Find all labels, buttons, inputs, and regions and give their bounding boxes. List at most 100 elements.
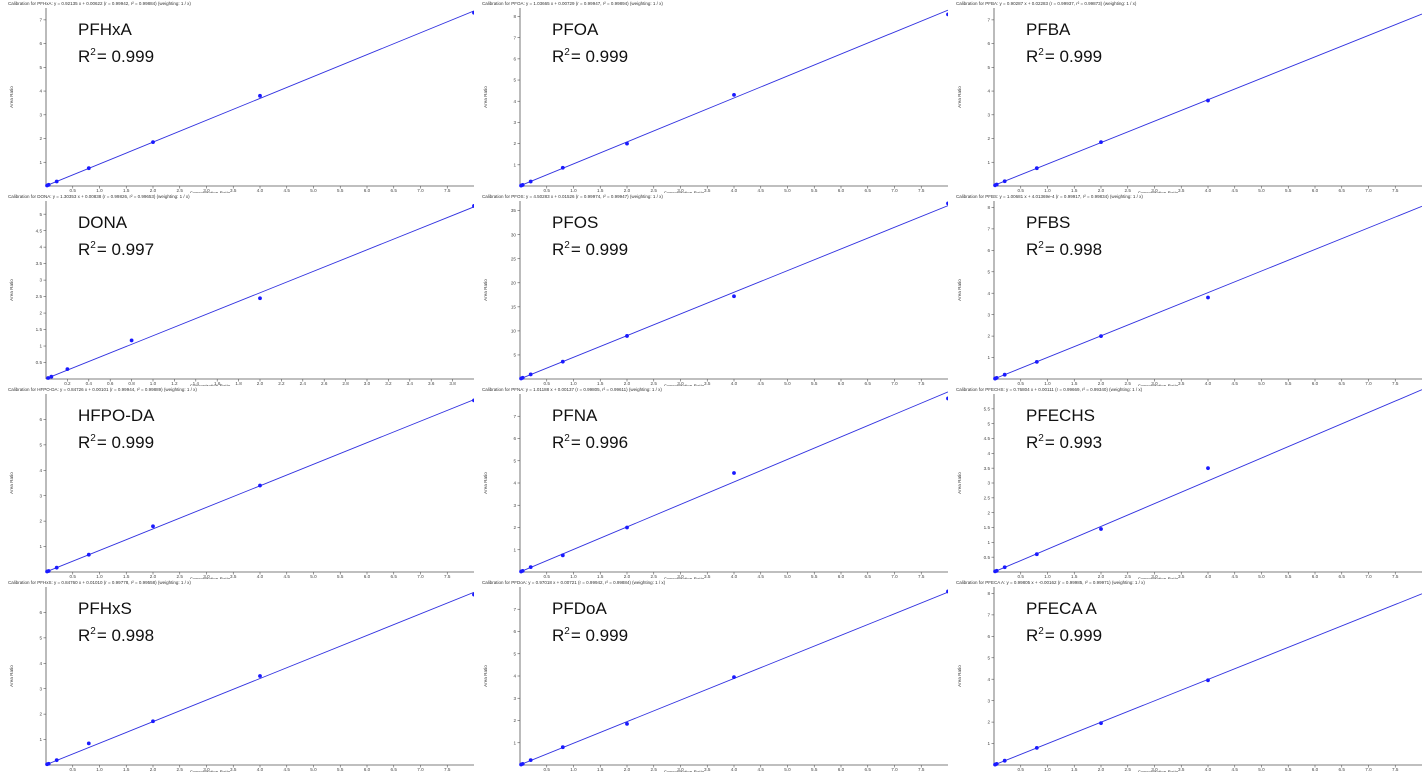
x-tick-label: 4.0 [1205, 767, 1212, 772]
regression-line [45, 10, 474, 187]
data-point [528, 565, 533, 570]
x-tick-label: 3.0 [677, 574, 684, 579]
y-tick-label: 4 [513, 99, 516, 104]
data-point [86, 166, 91, 171]
y-tick-label: 3 [987, 481, 990, 486]
x-tick-label: 6.0 [1312, 188, 1319, 193]
x-tick-label: 4.0 [1205, 574, 1212, 579]
x-tick-label: 6.5 [865, 188, 872, 193]
r-squared-annotation: R2= 0.999 [552, 240, 628, 260]
x-tick-label: 5.5 [1285, 188, 1292, 193]
data-point [1034, 359, 1039, 364]
y-tick-label: 4 [39, 468, 42, 473]
y-tick-label: 0.5 [36, 360, 43, 365]
x-tick-label: 6.5 [391, 188, 398, 193]
regression-line [45, 206, 474, 380]
y-tick-label: 3 [513, 120, 516, 125]
r-exponent: 2 [90, 47, 96, 58]
x-tick-label: 7.0 [1365, 381, 1372, 386]
x-tick-label: 4.5 [284, 188, 291, 193]
y-tick-label: 3 [39, 493, 42, 498]
x-axis-label: Concentration Ratio [664, 384, 705, 387]
data-point [1002, 179, 1007, 184]
x-tick-label: 7.5 [1392, 574, 1399, 579]
x-tick-label: 2.0 [1098, 381, 1105, 386]
calibration-chart: 0.5 1.0 1.5 2.0 2.5 3.0 3.5 4.0 4.5 5.0 5.5 6.0 6.5 7… [957, 201, 1422, 386]
data-point [528, 372, 533, 377]
x-tick-label: 1.0 [96, 767, 103, 772]
data-point [54, 758, 59, 763]
r-label: R [552, 433, 565, 452]
x-tick-label: 2.5 [651, 381, 658, 386]
calibration-panel: 0.5 1.0 1.5 2.0 2.5 3.0 3.5 4.0 4.5 5.0 5.5 6.0 6.5 7… [948, 579, 1422, 772]
r-exponent: 2 [564, 626, 570, 637]
x-tick-label: 6.5 [391, 574, 398, 579]
y-axis-label: Area Ratio [957, 86, 962, 108]
x-tick-label: 2.0 [1098, 767, 1105, 772]
x-tick-label: 6.0 [364, 188, 371, 193]
x-tick-label: 4.0 [257, 574, 264, 579]
x-tick-label: 2.5 [651, 188, 658, 193]
y-tick-label: 5 [39, 635, 42, 640]
x-tick-label: 7.5 [444, 767, 451, 772]
x-tick-label: 1.5 [123, 188, 130, 193]
x-tick-label: 3.5 [1178, 767, 1185, 772]
x-tick-label: 1.0 [1044, 574, 1051, 579]
x-tick-label: 2.0 [624, 188, 631, 193]
data-point [625, 334, 629, 338]
calibration-panel: 0.5 1.0 1.5 2.0 2.5 3.0 3.5 4.0 4.5 5.0 5.5 6.0 6.5 7… [0, 579, 474, 772]
y-tick-label: 3 [987, 698, 990, 703]
y-tick-label: 25 [511, 256, 517, 261]
calibration-equation: Calibration for PFECHS: y = 0.76804 x + … [956, 387, 1143, 392]
x-tick-label: 6.0 [364, 574, 371, 579]
x-tick-label: 4.0 [257, 188, 264, 193]
x-tick-label: 5.5 [337, 188, 344, 193]
r-squared-annotation: R2= 0.993 [1026, 433, 1102, 453]
x-tick-label: 5.5 [337, 574, 344, 579]
x-tick-label: 2.0 [1098, 188, 1105, 193]
calibration-panel: 0.5 1.0 1.5 2.0 2.5 3.0 3.5 4.0 4.5 5.0 5.5 6.0 6.5 7… [474, 386, 948, 579]
data-point [994, 568, 999, 573]
data-point [1002, 565, 1007, 570]
x-tick-label: 6.0 [1312, 767, 1319, 772]
x-tick-label: 5.0 [310, 188, 317, 193]
y-tick-label: 4 [513, 481, 516, 486]
y-tick-label: 5 [513, 353, 516, 358]
data-point [732, 675, 736, 680]
x-tick-label: 1.0 [570, 381, 577, 386]
x-tick-label: 4.0 [1205, 188, 1212, 193]
x-tick-label: 5.5 [811, 574, 818, 579]
r-label: R [552, 47, 565, 66]
x-axis-label: Concentration Ratio [664, 191, 705, 194]
calibration-chart: 0.5 1.0 1.5 2.0 2.5 3.0 3.5 4.0 4.5 5.0 5.5 6.0 6.5 7… [483, 201, 948, 387]
y-tick-label: 4 [39, 661, 42, 666]
y-axis-label: Area Ratio [9, 86, 14, 108]
x-tick-label: 1.0 [1044, 767, 1051, 772]
x-tick-label: 7.0 [891, 381, 898, 386]
r-exponent: 2 [1038, 240, 1044, 251]
x-tick-label: 7.5 [918, 767, 925, 772]
x-tick-label: 3.0 [203, 767, 210, 772]
y-tick-label: 5 [39, 212, 42, 217]
data-point [994, 182, 999, 187]
x-tick-label: 6.0 [838, 188, 845, 193]
regression-line [519, 205, 948, 380]
r-squared-value: = 0.999 [1044, 626, 1103, 645]
y-tick-label: 5 [513, 458, 516, 463]
x-tick-label: 7.0 [891, 767, 898, 772]
data-point [560, 745, 565, 750]
x-tick-label: 1.2 [171, 381, 178, 386]
analyte-name: PFBA [1026, 20, 1071, 39]
y-tick-label: 3.5 [984, 466, 991, 471]
data-point [1099, 334, 1103, 339]
x-tick-label: 5.0 [1258, 381, 1265, 386]
x-tick-label: 7.5 [918, 574, 925, 579]
data-point [1002, 372, 1007, 377]
data-point [946, 201, 948, 206]
y-tick-label: 1 [513, 547, 516, 552]
x-axis-label: Concentration Ratio [1138, 191, 1179, 194]
x-tick-label: 2.0 [150, 188, 157, 193]
calibration-panel: 0.5 1.0 1.5 2.0 2.5 3.0 3.5 4.0 4.5 5.0 5.5 6.0 6.5 7… [948, 0, 1422, 193]
r-label: R [1026, 240, 1039, 259]
y-tick-label: 4 [39, 245, 42, 250]
